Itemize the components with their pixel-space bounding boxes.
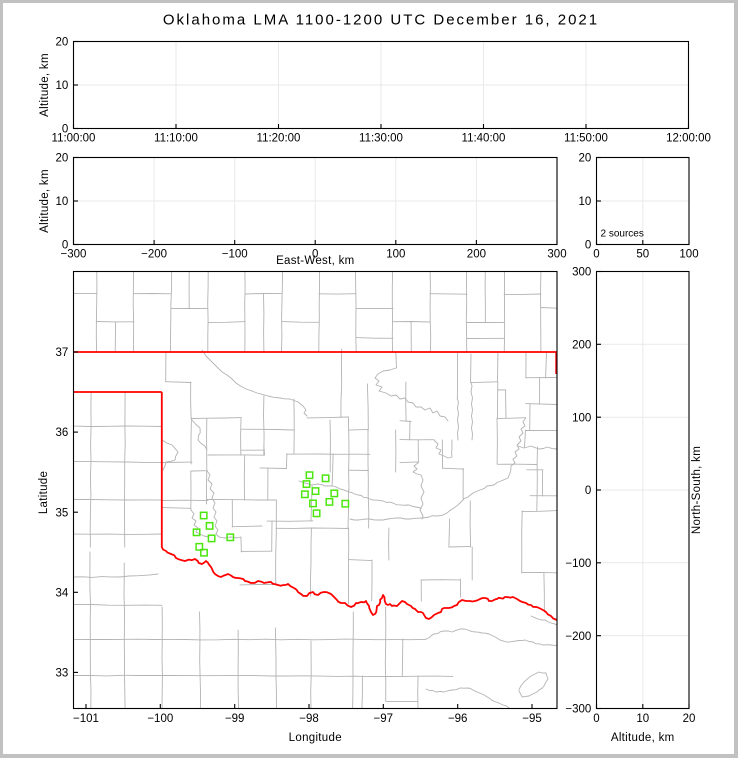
svg-text:North-South, km: North-South, km	[691, 446, 703, 534]
svg-text:0: 0	[585, 485, 591, 497]
svg-text:0: 0	[312, 249, 318, 261]
svg-text:20: 20	[683, 713, 696, 725]
svg-text:200: 200	[572, 339, 591, 351]
svg-text:−98: −98	[299, 713, 319, 725]
svg-text:200: 200	[467, 249, 486, 261]
svg-text:2 sources: 2 sources	[601, 229, 644, 240]
svg-text:Oklahoma LMA 1100-1200 UTC Dec: Oklahoma LMA 1100-1200 UTC December 16, …	[163, 12, 599, 29]
svg-text:−300: −300	[565, 704, 591, 716]
svg-text:−95: −95	[522, 713, 542, 725]
svg-text:100: 100	[386, 249, 405, 261]
svg-text:0: 0	[62, 240, 68, 252]
svg-text:East-West, km: East-West, km	[276, 255, 354, 267]
svg-text:10: 10	[579, 196, 592, 208]
svg-text:50: 50	[636, 249, 649, 261]
svg-text:−101: −101	[73, 713, 99, 725]
svg-text:−97: −97	[374, 713, 394, 725]
svg-text:36: 36	[56, 427, 69, 439]
svg-text:100: 100	[572, 412, 591, 424]
svg-text:Altitude, km: Altitude, km	[39, 169, 51, 233]
svg-text:35: 35	[56, 507, 69, 519]
svg-text:11:30:00: 11:30:00	[359, 133, 403, 145]
svg-text:34: 34	[56, 587, 69, 599]
svg-text:−100: −100	[565, 558, 591, 570]
svg-text:300: 300	[572, 267, 591, 279]
svg-text:Altitude, km: Altitude, km	[39, 53, 51, 117]
svg-text:0: 0	[585, 240, 591, 252]
svg-text:12:00:00: 12:00:00	[666, 133, 711, 145]
svg-text:−100: −100	[222, 249, 248, 261]
svg-text:10: 10	[636, 713, 649, 725]
svg-text:11:00:00: 11:00:00	[52, 133, 96, 145]
svg-text:0: 0	[62, 124, 68, 136]
svg-text:37: 37	[56, 347, 69, 359]
svg-text:0: 0	[593, 249, 599, 261]
svg-text:20: 20	[56, 37, 69, 49]
svg-text:11:50:00: 11:50:00	[564, 133, 608, 145]
svg-text:0: 0	[593, 713, 599, 725]
svg-text:Latitude: Latitude	[38, 471, 50, 514]
svg-text:Longitude: Longitude	[289, 732, 342, 744]
svg-text:−200: −200	[565, 631, 591, 643]
svg-text:−99: −99	[225, 713, 245, 725]
svg-text:11:20:00: 11:20:00	[257, 133, 301, 145]
svg-text:10: 10	[56, 196, 69, 208]
svg-text:10: 10	[56, 80, 69, 92]
svg-text:−100: −100	[147, 713, 173, 725]
svg-text:300: 300	[547, 249, 566, 261]
svg-text:100: 100	[679, 249, 698, 261]
svg-text:33: 33	[56, 668, 69, 680]
svg-text:20: 20	[579, 153, 592, 165]
svg-text:11:40:00: 11:40:00	[462, 133, 506, 145]
svg-text:−200: −200	[141, 249, 167, 261]
svg-text:−96: −96	[448, 713, 468, 725]
svg-text:−300: −300	[61, 249, 87, 261]
svg-text:20: 20	[56, 153, 69, 165]
svg-text:Altitude, km: Altitude, km	[611, 732, 675, 744]
svg-text:11:10:00: 11:10:00	[154, 133, 198, 145]
